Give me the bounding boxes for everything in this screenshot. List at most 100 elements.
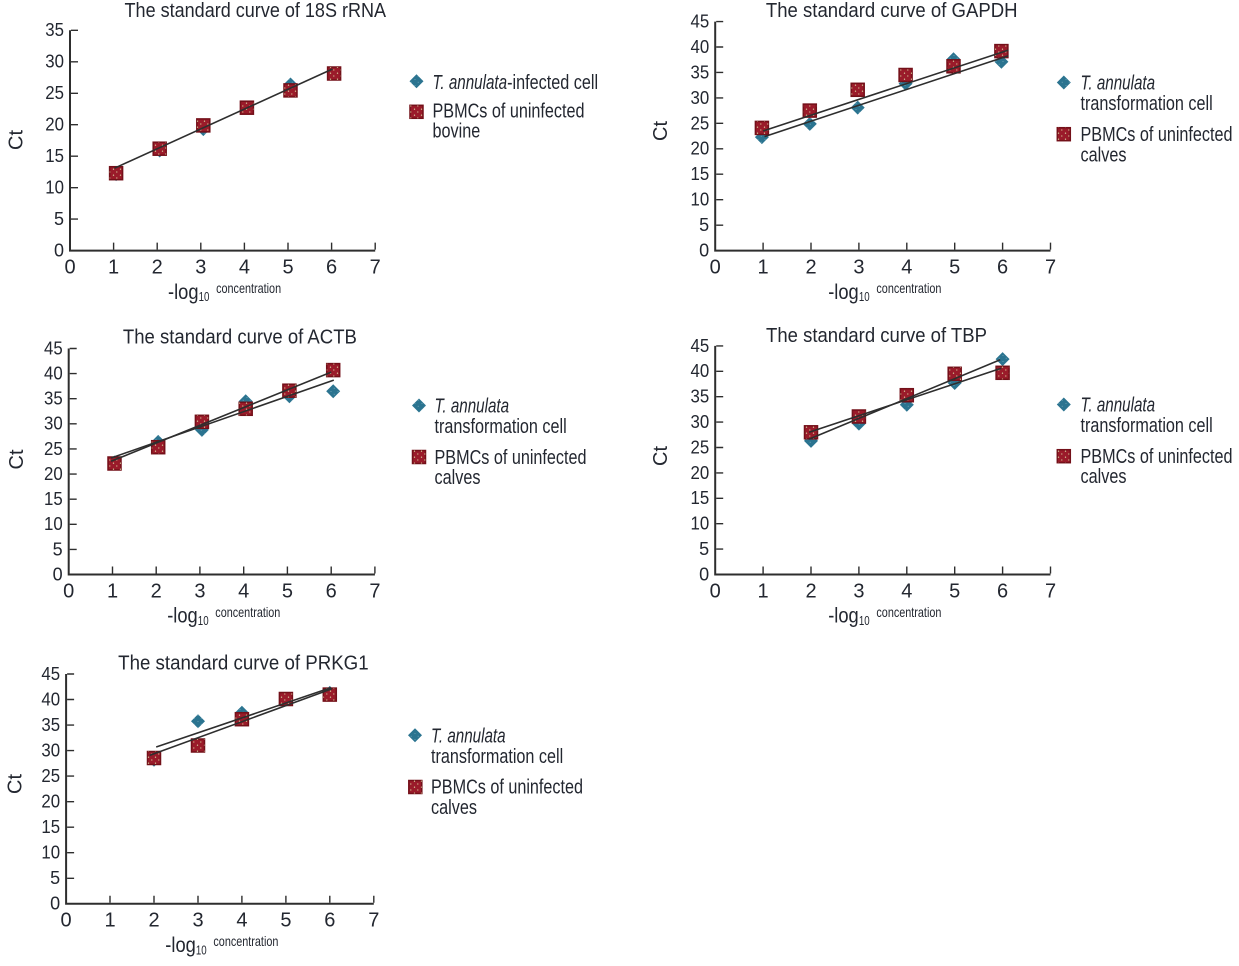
svg-text:20: 20 — [691, 463, 710, 483]
svg-text:0: 0 — [710, 256, 721, 278]
svg-text:30: 30 — [691, 88, 710, 108]
svg-text:PBMCs of uninfected: PBMCs of uninfected — [433, 100, 585, 122]
svg-text:6: 6 — [326, 256, 337, 278]
svg-text:PBMCs of uninfected: PBMCs of uninfected — [1081, 446, 1233, 468]
svg-text:calves: calves — [1081, 466, 1127, 488]
svg-text:10: 10 — [198, 613, 209, 628]
svg-text:3: 3 — [853, 256, 864, 278]
svg-text:40: 40 — [691, 361, 710, 381]
svg-text:30: 30 — [44, 414, 63, 434]
svg-text:5: 5 — [949, 256, 960, 278]
svg-text:0: 0 — [699, 241, 709, 261]
svg-text:concentration: concentration — [876, 604, 941, 620]
svg-text:30: 30 — [41, 740, 60, 760]
svg-text:4: 4 — [901, 256, 912, 278]
svg-text:1: 1 — [108, 256, 119, 278]
svg-text:0: 0 — [53, 564, 63, 584]
svg-text:6: 6 — [997, 580, 1008, 602]
svg-text:7: 7 — [369, 580, 380, 602]
svg-text:-log: -log — [165, 934, 196, 957]
svg-text:bovine: bovine — [433, 121, 481, 143]
svg-text:Ct: Ct — [6, 449, 28, 469]
svg-text:35: 35 — [691, 62, 710, 82]
svg-text:3: 3 — [853, 580, 864, 602]
svg-text:25: 25 — [44, 439, 63, 459]
svg-text:10: 10 — [199, 289, 210, 304]
svg-text:20: 20 — [45, 115, 64, 135]
svg-text:concentration: concentration — [213, 933, 278, 949]
svg-text:3: 3 — [194, 580, 205, 602]
svg-text:25: 25 — [691, 437, 710, 457]
svg-text:20: 20 — [691, 139, 710, 159]
svg-text:10: 10 — [859, 289, 870, 304]
svg-text:7: 7 — [370, 256, 381, 278]
svg-text:PBMCs of uninfected: PBMCs of uninfected — [435, 447, 587, 469]
svg-text:concentration: concentration — [215, 604, 280, 620]
svg-text:0: 0 — [710, 580, 721, 602]
svg-text:10: 10 — [691, 514, 710, 534]
svg-text:calves: calves — [431, 797, 477, 819]
svg-text:15: 15 — [45, 146, 64, 166]
svg-text:30: 30 — [691, 412, 710, 432]
svg-text:35: 35 — [45, 20, 64, 40]
svg-text:15: 15 — [41, 817, 60, 837]
svg-text:4: 4 — [238, 580, 249, 602]
svg-text:5: 5 — [53, 539, 63, 559]
svg-text:concentration: concentration — [216, 280, 281, 296]
svg-text:T. annulata: T. annulata — [1081, 73, 1156, 95]
svg-text:T. annulata: T. annulata — [433, 72, 508, 94]
svg-text:0: 0 — [50, 894, 60, 914]
svg-text:3: 3 — [195, 256, 206, 278]
svg-text:-log: -log — [828, 605, 859, 628]
svg-text:The standard curve of TBP: The standard curve of TBP — [766, 325, 987, 347]
svg-text:2: 2 — [805, 580, 816, 602]
svg-text:35: 35 — [41, 715, 60, 735]
svg-text:calves: calves — [435, 467, 481, 489]
svg-text:-infected cell: -infected cell — [507, 72, 598, 94]
svg-text:10: 10 — [196, 942, 207, 957]
svg-text:2: 2 — [152, 256, 163, 278]
svg-text:0: 0 — [61, 910, 72, 932]
svg-text:1: 1 — [104, 910, 115, 932]
svg-text:7: 7 — [1045, 256, 1056, 278]
svg-text:10: 10 — [691, 190, 710, 210]
svg-text:25: 25 — [41, 766, 60, 786]
svg-text:0: 0 — [54, 241, 64, 261]
svg-text:transformation cell: transformation cell — [435, 416, 567, 438]
svg-text:20: 20 — [44, 464, 63, 484]
svg-text:35: 35 — [44, 389, 63, 409]
svg-text:5: 5 — [50, 868, 60, 888]
svg-text:The standard curve of GAPDH: The standard curve of GAPDH — [766, 0, 1018, 22]
svg-text:2: 2 — [148, 910, 159, 932]
svg-text:6: 6 — [997, 256, 1008, 278]
svg-text:-log: -log — [167, 605, 198, 628]
svg-text:transformation cell: transformation cell — [1081, 93, 1213, 115]
svg-text:Ct: Ct — [5, 774, 27, 794]
svg-text:40: 40 — [691, 37, 710, 57]
svg-text:The standard curve of PRKG1: The standard curve of PRKG1 — [118, 653, 369, 675]
svg-text:6: 6 — [326, 580, 337, 602]
svg-text:transformation cell: transformation cell — [431, 746, 563, 768]
svg-text:concentration: concentration — [876, 280, 941, 296]
svg-text:0: 0 — [63, 580, 74, 602]
svg-text:10: 10 — [44, 514, 63, 534]
svg-text:Ct: Ct — [650, 121, 672, 141]
svg-text:45: 45 — [41, 664, 60, 684]
svg-text:3: 3 — [192, 910, 203, 932]
svg-text:0: 0 — [699, 564, 709, 584]
svg-text:5: 5 — [54, 209, 64, 229]
svg-text:The standard curve of ACTB: The standard curve of ACTB — [123, 327, 357, 349]
svg-text:45: 45 — [691, 11, 710, 31]
svg-text:5: 5 — [280, 910, 291, 932]
svg-text:10: 10 — [45, 178, 64, 198]
svg-text:0: 0 — [64, 256, 75, 278]
svg-text:35: 35 — [691, 387, 710, 407]
svg-text:1: 1 — [758, 580, 769, 602]
svg-text:1: 1 — [107, 580, 118, 602]
svg-text:40: 40 — [44, 364, 63, 384]
svg-text:10: 10 — [859, 613, 870, 628]
svg-text:7: 7 — [1045, 580, 1056, 602]
svg-text:7: 7 — [368, 910, 379, 932]
svg-text:PBMCs of uninfected: PBMCs of uninfected — [1081, 124, 1233, 146]
svg-text:5: 5 — [949, 580, 960, 602]
